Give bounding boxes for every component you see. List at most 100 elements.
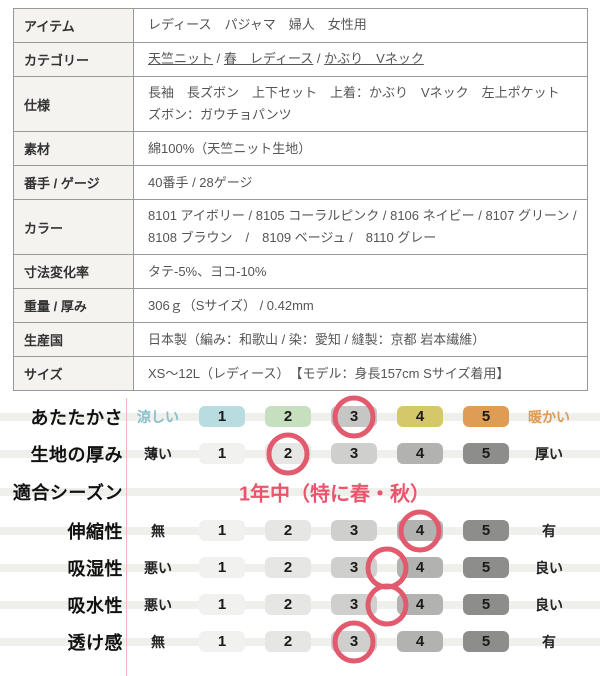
rating-row-label: 吸湿性 bbox=[67, 558, 123, 579]
scale-endpoint-left-label: 悪い bbox=[144, 559, 172, 576]
rating-box-5: 5 bbox=[463, 406, 509, 428]
scale-endpoint-right-label: 有 bbox=[542, 633, 556, 650]
rating-box-2: 2 bbox=[265, 406, 311, 428]
rating-row-label: 適合シーズン bbox=[12, 483, 123, 504]
rating-box-3: 3 bbox=[331, 406, 377, 428]
spec-row-label: 重量 / 厚み bbox=[13, 288, 134, 324]
spec-table-row: 生産国 日本製（編み：和歌山 / 染：愛知 / 縫製：京都 岩本繊維） bbox=[13, 322, 588, 358]
spec-row-value: 綿100%（天竺ニット生地） bbox=[133, 131, 588, 167]
rating-slot: 1 bbox=[189, 520, 255, 542]
spec-row-label: サイズ bbox=[13, 356, 134, 392]
rating-slot: 1 bbox=[189, 406, 255, 428]
rating-scale: 1年中（特に春・秋） bbox=[126, 472, 600, 513]
rating-slot: 1 bbox=[189, 631, 255, 653]
spec-row-label: 素材 bbox=[13, 131, 134, 167]
spec-row-value: 長袖 長ズボン 上下セット 上着：かぶり Vネック 左上ポケット ズボン：ガウチ… bbox=[133, 75, 588, 133]
rating-row-label: 透け感 bbox=[67, 632, 123, 653]
rating-scale: 悪い 1 2 3 4 5 良い bbox=[126, 546, 600, 590]
rating-slot: 5 bbox=[453, 443, 519, 465]
rating-box-5: 5 bbox=[463, 520, 509, 542]
scale-endpoint-right-label: 厚い bbox=[535, 445, 563, 462]
rating-box-4: 4 bbox=[397, 631, 443, 653]
rating-slot: 4 bbox=[387, 594, 453, 616]
category-link[interactable]: 天竺ニット bbox=[148, 51, 214, 67]
rating-box-5: 5 bbox=[463, 443, 509, 465]
scale-endpoint-left-label: 薄い bbox=[144, 445, 172, 462]
rating-slot: 3 bbox=[321, 443, 387, 465]
scale-endpoint-left-label: 涼しい bbox=[137, 408, 179, 425]
category-link[interactable]: 春 レディース bbox=[223, 51, 314, 67]
spec-row-value: 天竺ニット / 春 レディース / かぶり Vネック bbox=[133, 42, 588, 77]
rating-slot: 2 bbox=[255, 631, 321, 653]
rating-row-season: 適合シーズン 1年中（特に春・秋） bbox=[0, 472, 600, 513]
rating-box-3: 3 bbox=[331, 520, 377, 542]
rating-box-4: 4 bbox=[397, 594, 443, 616]
rating-slot: 2 bbox=[255, 594, 321, 616]
rating-scale: 薄い 1 2 3 4 5 厚い bbox=[126, 432, 600, 476]
rating-scale: 涼しい 1 2 3 4 5 暖かい bbox=[126, 395, 600, 439]
scale-endpoint-right-label: 良い bbox=[535, 596, 563, 613]
rating-box-3: 3 bbox=[331, 443, 377, 465]
rating-slot: 1 bbox=[189, 594, 255, 616]
spec-table-row: カラー 8101 アイボリー / 8105 コーラルピンク / 8106 ネイビ… bbox=[13, 199, 588, 256]
rating-box-1: 1 bbox=[199, 520, 245, 542]
rating-slot: 1 bbox=[189, 557, 255, 579]
rating-slot: 4 bbox=[387, 443, 453, 465]
rating-box-3: 3 bbox=[331, 631, 377, 653]
rating-row-label: 吸水性 bbox=[67, 595, 123, 616]
rating-slot: 1 bbox=[189, 443, 255, 465]
rating-slot: 3 bbox=[321, 406, 387, 428]
rating-slot: 2 bbox=[255, 557, 321, 579]
rating-box-2: 2 bbox=[265, 557, 311, 579]
rating-slot: 3 bbox=[321, 594, 387, 616]
rating-box-1: 1 bbox=[199, 631, 245, 653]
rating-slot: 3 bbox=[321, 557, 387, 579]
season-text: 1年中（特に春・秋） bbox=[238, 483, 431, 506]
spec-row-value: 8101 アイボリー / 8105 コーラルピンク / 8106 ネイビー / … bbox=[133, 199, 588, 256]
spec-table-row: 番手 / ゲージ 40番手 / 28ゲージ bbox=[13, 165, 588, 201]
rating-slot: 5 bbox=[453, 520, 519, 542]
spec-row-value: 306ｇ（Sサイズ） / 0.42mm bbox=[133, 288, 588, 324]
rating-row-label: 伸縮性 bbox=[67, 521, 123, 542]
spec-row-value: タテ-5%、ヨコ-10% bbox=[133, 254, 588, 290]
scale-endpoint-left-label: 無 bbox=[151, 633, 165, 650]
category-link[interactable]: かぶり Vネック bbox=[324, 51, 424, 67]
rating-box-2: 2 bbox=[265, 631, 311, 653]
rating-box-4: 4 bbox=[397, 406, 443, 428]
rating-box-4: 4 bbox=[397, 557, 443, 579]
rating-box-4: 4 bbox=[397, 520, 443, 542]
spec-table-row: 素材 綿100%（天竺ニット生地） bbox=[13, 131, 588, 167]
spec-table-row: 重量 / 厚み 306ｇ（Sサイズ） / 0.42mm bbox=[13, 288, 588, 324]
rating-box-3: 3 bbox=[331, 594, 377, 616]
rating-box-3: 3 bbox=[331, 557, 377, 579]
rating-slot: 2 bbox=[255, 520, 321, 542]
chart-tail-spacer bbox=[0, 660, 600, 676]
rating-box-4: 4 bbox=[397, 443, 443, 465]
spec-row-value: レディース パジャマ 婦人 女性用 bbox=[133, 8, 588, 43]
spec-table-row: 仕様 長袖 長ズボン 上下セット 上着：かぶり Vネック 左上ポケット ズボン：… bbox=[13, 75, 588, 133]
rating-box-1: 1 bbox=[199, 406, 245, 428]
scale-endpoint-left-label: 悪い bbox=[144, 596, 172, 613]
scale-endpoint-left-label: 無 bbox=[151, 522, 165, 539]
spec-row-label: アイテム bbox=[13, 8, 134, 43]
spec-table-row: カテゴリー 天竺ニット / 春 レディース / かぶり Vネック bbox=[13, 42, 588, 77]
rating-box-1: 1 bbox=[199, 557, 245, 579]
product-spec-table: アイテム レディース パジャマ 婦人 女性用 カテゴリー 天竺ニット / 春 レ… bbox=[13, 8, 588, 392]
spec-row-label: 生産国 bbox=[13, 322, 134, 358]
spec-row-label: 寸法変化率 bbox=[13, 254, 134, 290]
rating-row-label: あたたかさ bbox=[30, 407, 123, 428]
spec-table-row: サイズ XS〜12L（レディース） 【モデル：身長157cm Sサイズ着用】 bbox=[13, 356, 588, 392]
rating-box-5: 5 bbox=[463, 594, 509, 616]
divider-line bbox=[126, 660, 600, 676]
rating-box-5: 5 bbox=[463, 631, 509, 653]
spec-table-body: アイテム レディース パジャマ 婦人 女性用 カテゴリー 天竺ニット / 春 レ… bbox=[13, 8, 588, 392]
rating-box-2: 2 bbox=[265, 443, 311, 465]
spec-row-value: XS〜12L（レディース） 【モデル：身長157cm Sサイズ着用】 bbox=[133, 356, 588, 392]
rating-box-2: 2 bbox=[265, 594, 311, 616]
spec-row-value: 日本製（編み：和歌山 / 染：愛知 / 縫製：京都 岩本繊維） bbox=[133, 322, 588, 358]
rating-chart: あたたかさ 涼しい 1 2 3 4 5 暖かい 生地の厚み 薄い 1 2 3 4 5 厚い 適合シー… bbox=[0, 395, 600, 676]
rating-row-label: 生地の厚み bbox=[30, 444, 123, 465]
